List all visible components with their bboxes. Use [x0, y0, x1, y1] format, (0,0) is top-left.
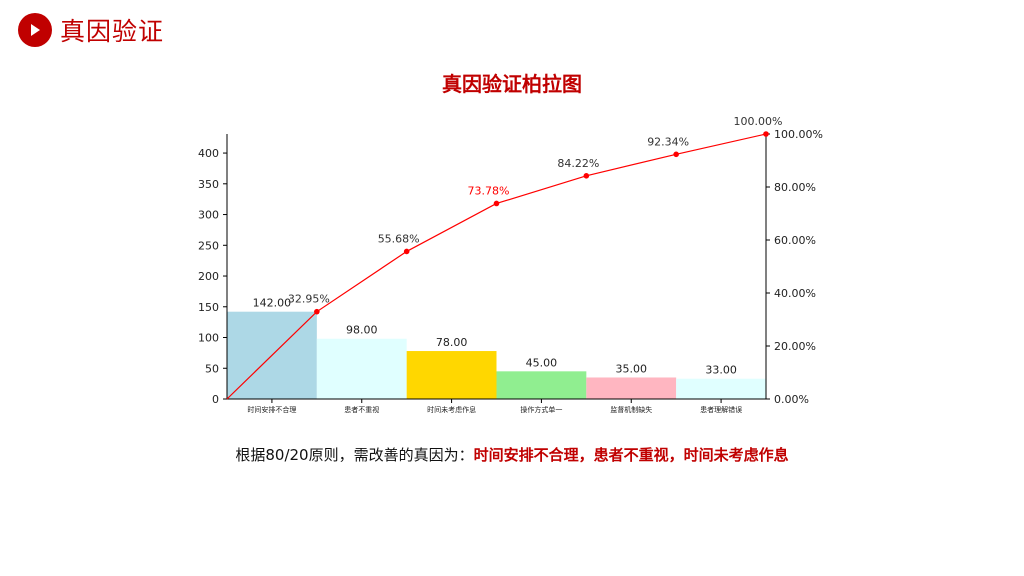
bar-value-label: 78.00	[436, 336, 468, 349]
conclusion-text: 根据80/20原则，需改善的真因为：时间安排不合理，患者不重视，时间未考虑作息	[0, 444, 1024, 465]
left-tick-label: 50	[205, 362, 219, 375]
page-title: 真因验证	[60, 17, 165, 46]
left-tick-label: 350	[198, 178, 219, 191]
chart-title: 真因验证柏拉图	[442, 72, 582, 96]
cumulative-label: 92.34%	[647, 135, 689, 148]
cumulative-label: 84.22%	[557, 157, 599, 170]
bar	[406, 351, 497, 399]
left-tick-label: 150	[198, 301, 219, 314]
cumulative-label: 55.68%	[378, 232, 420, 245]
bar-value-label: 142.00	[253, 297, 292, 310]
bar-value-label: 98.00	[346, 324, 378, 337]
right-tick-label: 100.00%	[774, 128, 823, 141]
left-tick-label: 100	[198, 332, 219, 345]
cumulative-point	[403, 248, 410, 255]
cumulative-point	[314, 308, 320, 315]
category-label: 监督机制缺失	[610, 405, 652, 414]
category-label: 时间安排不合理	[247, 405, 296, 414]
left-tick-label: 400	[198, 147, 219, 160]
bar	[316, 338, 407, 399]
bar-value-label: 45.00	[526, 356, 558, 369]
left-tick-label: 0	[212, 393, 219, 406]
cumulative-label: 32.95%	[288, 293, 330, 306]
right-tick-label: 0.00%	[774, 393, 809, 406]
cumulative-point	[583, 173, 590, 179]
bar	[586, 377, 677, 399]
cumulative-label: 73.78%	[468, 184, 510, 197]
right-tick-label: 20.00%	[774, 340, 816, 353]
cumulative-point	[763, 131, 769, 137]
play-icon	[18, 13, 52, 47]
category-label: 患者理解错误	[700, 405, 742, 414]
bar	[676, 378, 766, 399]
cumulative-label: 100.00%	[734, 115, 783, 128]
section-header: 真因验证	[18, 12, 164, 48]
left-tick-label: 250	[198, 239, 219, 252]
conclusion-highlight: 时间安排不合理，患者不重视，时间未考虑作息	[473, 446, 789, 464]
left-tick-label: 300	[198, 209, 219, 222]
bar-value-label: 35.00	[616, 362, 648, 375]
cumulative-point	[673, 151, 679, 158]
conclusion-prefix: 根据80/20原则，需改善的真因为：	[235, 446, 474, 464]
right-tick-label: 80.00%	[774, 181, 816, 194]
category-label: 操作方式单一	[520, 405, 562, 414]
right-tick-label: 40.00%	[774, 287, 816, 300]
right-tick-label: 60.00%	[774, 234, 816, 247]
pareto-chart: 0 50 100 150 200 250 300 350 400 0.00% 20.00% 40.00…	[198, 115, 823, 414]
cumulative-point	[493, 200, 500, 207]
left-tick-label: 200	[198, 270, 219, 283]
bar	[496, 371, 587, 399]
category-label: 时间未考虑作息	[427, 405, 476, 414]
category-label: 患者不重视	[344, 405, 379, 414]
bar-value-label: 33.00	[705, 364, 737, 377]
